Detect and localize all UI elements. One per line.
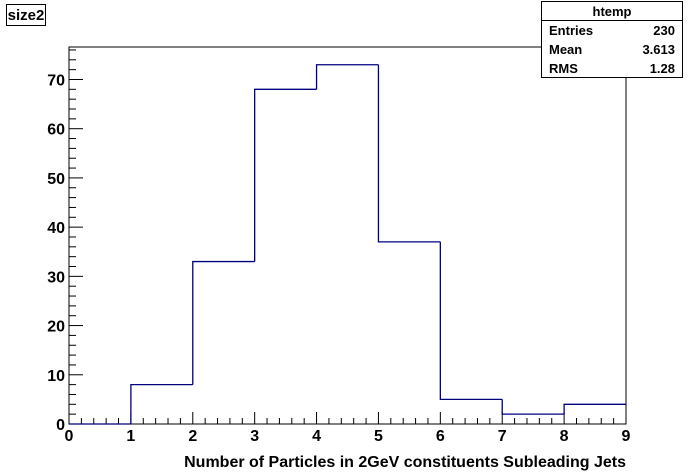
chart-title-text: size2 (7, 6, 45, 24)
histogram-bin (501, 399, 565, 415)
stats-row-entries: Entries 230 (542, 21, 682, 40)
stats-entries-label: Entries (549, 23, 594, 38)
stats-entries-value: 230 (653, 23, 675, 38)
x-tick-label: 1 (126, 428, 135, 445)
histogram-bin (192, 260, 255, 385)
x-axis: 0 1 2 3 4 5 6 7 8 9 (65, 412, 631, 445)
y-tick-label: 50 (47, 171, 65, 188)
x-tick-label: 9 (622, 428, 631, 445)
x-tick-label: 7 (498, 428, 507, 445)
stats-mean-label: Mean (549, 42, 583, 57)
plot-frame (68, 46, 627, 425)
y-tick-label: 30 (47, 269, 65, 286)
chart-title: size2 (6, 4, 46, 26)
histogram-bin (254, 88, 317, 262)
histogram-bin (130, 383, 193, 424)
y-tick-label: 0 (56, 417, 65, 434)
y-tick-label: 10 (47, 368, 65, 385)
y-tick-label: 40 (47, 220, 65, 237)
y-axis: 0 10 20 30 40 50 60 70 (47, 49, 83, 434)
y-tick-label: 20 (47, 319, 65, 336)
histogram-bin (439, 241, 503, 401)
stats-row-rms: RMS 1.28 (542, 59, 682, 78)
x-tick-label: 2 (188, 428, 197, 445)
y-tick-label: 60 (47, 122, 65, 139)
x-tick-label: 3 (250, 428, 259, 445)
stats-rms-value: 1.28 (649, 61, 675, 76)
x-tick-label: 5 (374, 428, 383, 445)
x-axis-label: Number of Particles in 2GeV constituents… (184, 454, 626, 471)
histogram-bin (377, 64, 441, 243)
stats-header: htemp (542, 2, 682, 21)
histogram-bin (563, 403, 626, 415)
x-tick-label: 6 (436, 428, 445, 445)
stats-row-mean: Mean 3.613 (542, 40, 682, 59)
stats-name: htemp (592, 3, 632, 19)
stats-mean-value: 3.613 (642, 42, 675, 57)
stats-box: htemp Entries 230 Mean 3.613 RMS 1.28 (541, 1, 683, 78)
x-tick-label: 8 (560, 428, 569, 445)
x-tick-label: 4 (312, 428, 321, 445)
stats-rms-label: RMS (549, 61, 578, 76)
histogram-bin (315, 64, 379, 90)
histogram-series (69, 64, 626, 425)
x-tick-label: 0 (65, 428, 74, 445)
y-tick-label: 70 (47, 72, 65, 89)
